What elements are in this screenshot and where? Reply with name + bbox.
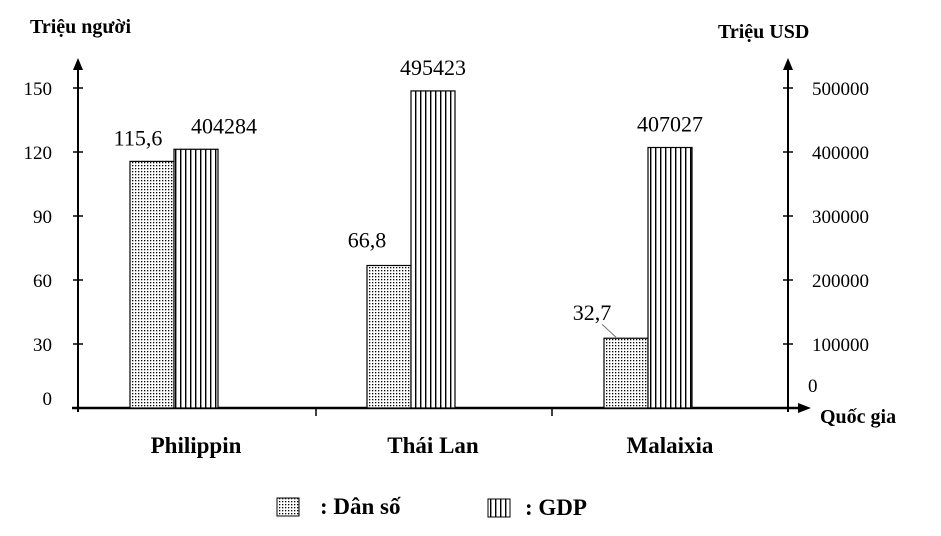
category-label: Thái Lan [387, 433, 479, 458]
category-label: Philippin [151, 433, 242, 458]
data-label-dan-so: 32,7 [573, 300, 612, 325]
right-tick-label: 0 [808, 376, 818, 397]
data-label-dan-so: 66,8 [348, 227, 387, 252]
x-axis-title: Quốc gia [820, 406, 896, 428]
bar-gdp [647, 146, 693, 409]
bars [129, 90, 693, 409]
left-tick-label: 150 [24, 79, 53, 100]
left-axis-arrow [73, 58, 83, 70]
data-label-gdp: 404284 [191, 113, 257, 138]
data-label-gdp: 495423 [400, 55, 466, 80]
right-tick-label: 200000 [812, 271, 869, 292]
right-tick-label: 100000 [812, 335, 869, 356]
legend-label-dan-so: : Dân số [320, 494, 401, 519]
left-tick-label: 30 [33, 335, 52, 356]
right-tick-label: 300000 [812, 207, 869, 228]
left-tick-label: 60 [33, 271, 52, 292]
right-axis-arrow [783, 58, 793, 70]
left-tick-label: 90 [33, 207, 52, 228]
bar-gdp [410, 90, 456, 409]
label-leader-line [601, 323, 617, 338]
right-ticks: 0 100000 200000 300000 400000 500000 [783, 79, 869, 397]
bar-dan-so [603, 337, 649, 409]
data-label-gdp: 407027 [637, 112, 703, 137]
bar-dan-so [129, 160, 175, 409]
legend: : Dân số : GDP [276, 494, 587, 520]
left-tick-label: 0 [43, 389, 53, 410]
left-tick-label: 120 [24, 143, 53, 164]
legend-swatch-dan-so [276, 497, 300, 517]
left-ticks: 0 30 60 90 120 150 [24, 79, 83, 410]
bar-dan-so [366, 264, 412, 409]
bar-labels: 115,6 66,8 32,7 404284 495423 407027 [114, 55, 703, 338]
right-tick-label: 500000 [812, 79, 869, 100]
category-labels: Philippin Thái Lan Malaixia [151, 433, 714, 458]
x-axis-arrow [798, 403, 811, 413]
legend-label-gdp: : GDP [525, 495, 587, 520]
legend-swatch-gdp [487, 498, 511, 518]
right-axis-title: Triệu USD [718, 21, 809, 43]
left-axis-title: Triệu người [30, 16, 131, 38]
bar-gdp [173, 148, 219, 409]
right-tick-label: 400000 [812, 143, 869, 164]
category-label: Malaixia [627, 433, 714, 458]
data-label-dan-so: 115,6 [114, 125, 163, 150]
